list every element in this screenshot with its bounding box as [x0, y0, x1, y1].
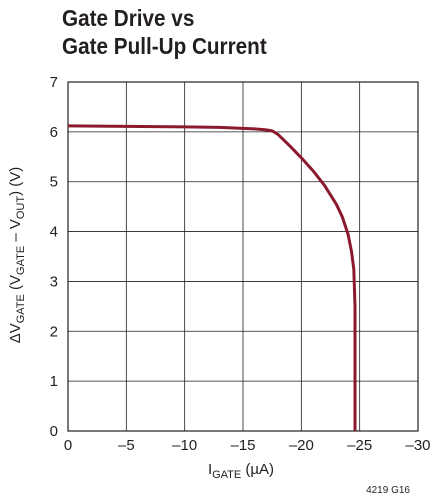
grid-layer	[67, 81, 419, 432]
chart-title-line-2: Gate Pull-Up Current	[62, 33, 267, 59]
figure-code: 4219 G16	[366, 485, 410, 496]
y-axis-label-mid-2: – V	[7, 219, 24, 246]
tick-label-layer: 0 –5 –10 –15 –20 –25 –30 0 1 2 3 4 5 6 7	[50, 74, 430, 454]
chart-title-line-1: Gate Drive vs	[62, 5, 195, 31]
series-line	[67, 124, 357, 431]
x-axis-label-main: I	[208, 461, 212, 478]
y-axis-label: ΔVGATE (VGATE – VOUT) (V)	[7, 167, 27, 344]
x-tick-label: –5	[118, 437, 135, 454]
x-tick-label: –10	[172, 437, 197, 454]
y-tick-label: 0	[50, 423, 58, 440]
y-tick-label: 1	[50, 373, 58, 390]
y-axis-label-sub-3: OUT	[15, 196, 27, 220]
y-axis-label-sub-2: GATE	[15, 246, 27, 275]
y-axis-label-prefix: ΔV	[7, 323, 24, 343]
y-tick-label: 5	[50, 174, 58, 191]
y-tick-label: 2	[50, 323, 58, 340]
chart-title: Gate Drive vs Gate Pull-Up Current	[62, 4, 267, 60]
x-axis-label-rest: (µA)	[241, 461, 274, 478]
y-axis-label-sub-1: GATE	[15, 294, 27, 323]
x-tick-label: –20	[289, 437, 314, 454]
series-layer	[67, 124, 357, 431]
x-tick-label: –25	[347, 437, 372, 454]
x-tick-label: 0	[64, 437, 72, 454]
y-tick-label: 4	[50, 224, 58, 241]
y-axis-label-mid-1: (V	[7, 275, 24, 294]
y-tick-label: 7	[50, 74, 58, 91]
x-tick-label: –30	[405, 437, 430, 454]
x-axis-label-sub: GATE	[212, 469, 241, 481]
y-tick-label: 3	[50, 273, 58, 290]
x-axis-label: IGATE (µA)	[208, 461, 274, 481]
x-tick-label: –15	[230, 437, 255, 454]
y-tick-label: 6	[50, 124, 58, 141]
y-axis-label-suffix: ) (V)	[7, 167, 24, 196]
